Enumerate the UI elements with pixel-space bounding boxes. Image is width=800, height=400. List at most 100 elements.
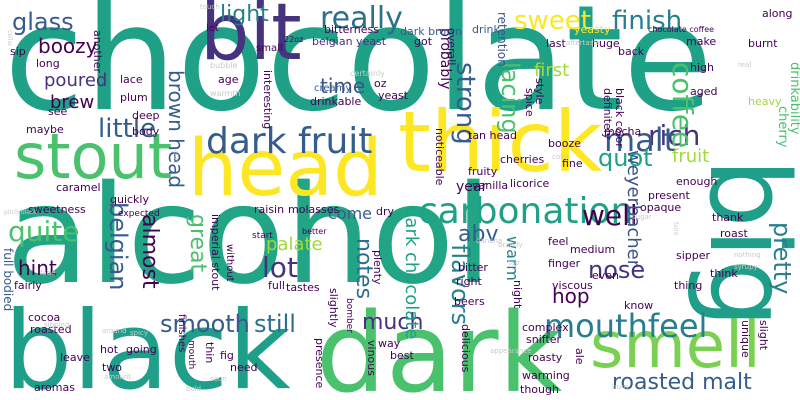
word: going xyxy=(126,343,157,356)
word: quite xyxy=(8,215,80,248)
word: got xyxy=(414,35,433,48)
word: fruity xyxy=(468,165,498,178)
word: presence xyxy=(313,338,326,389)
word: vinous xyxy=(365,340,378,376)
word: well xyxy=(582,199,638,232)
word: imperial stout xyxy=(209,214,222,291)
word: finishes xyxy=(176,314,187,353)
word: smell xyxy=(590,309,761,383)
word: two xyxy=(102,361,123,374)
word: black xyxy=(4,289,291,400)
word: yeast xyxy=(378,89,409,102)
word: amount xyxy=(104,373,132,381)
word: brown head xyxy=(164,70,188,189)
word: burn xyxy=(612,383,629,391)
word: drink xyxy=(472,23,500,36)
word: thin xyxy=(203,342,216,364)
word: dark fruit xyxy=(206,121,373,162)
word: almost xyxy=(137,214,162,289)
word: color xyxy=(552,153,570,161)
word: sipping xyxy=(44,321,70,329)
word: dark brown xyxy=(400,25,463,38)
word: aftertaste xyxy=(566,39,601,47)
word: better xyxy=(302,227,327,236)
word: roasted malt xyxy=(612,370,752,395)
word: hop xyxy=(552,284,590,308)
word: thick xyxy=(398,93,603,191)
word: thing xyxy=(674,279,703,292)
word: mouth xyxy=(186,340,196,370)
word: bomber xyxy=(344,298,354,333)
word: hot xyxy=(100,343,119,356)
word: full bodied xyxy=(1,248,15,312)
word: weyerbacher xyxy=(623,150,644,268)
word: banana xyxy=(476,237,503,245)
word: retention xyxy=(495,12,509,67)
word: poured xyxy=(44,70,108,91)
word: drinkable xyxy=(310,95,362,108)
word: definitely xyxy=(601,88,614,140)
word: dry xyxy=(376,205,395,218)
word: though xyxy=(520,383,559,396)
word: mocha xyxy=(604,125,642,138)
word: noticeable xyxy=(433,128,446,186)
word: present xyxy=(648,189,690,202)
word: black color xyxy=(613,88,626,148)
word: really xyxy=(320,1,403,36)
word: warming xyxy=(522,369,570,382)
word: roasty xyxy=(528,351,563,364)
word: notes xyxy=(351,238,376,300)
word: chocolate xyxy=(4,0,713,144)
word: small xyxy=(256,43,283,54)
word: high xyxy=(690,61,714,74)
word: raisin xyxy=(254,203,285,216)
word: syrupy xyxy=(734,263,758,271)
word: fig xyxy=(220,349,234,362)
word: ale xyxy=(573,348,586,365)
word: bitterness xyxy=(324,23,379,36)
word: licorice xyxy=(510,177,550,190)
word: belgian xyxy=(104,202,132,291)
word: little xyxy=(98,114,157,144)
word: abv xyxy=(458,222,499,247)
word: spicy xyxy=(130,329,149,337)
word: 22oz xyxy=(284,35,304,44)
word: opaque xyxy=(640,201,682,214)
word: alcohol xyxy=(6,157,493,315)
word: tastes xyxy=(286,281,320,294)
word: mouthfeel xyxy=(544,307,708,345)
word: sip xyxy=(10,45,26,58)
word: real xyxy=(738,61,752,69)
word: let xyxy=(206,23,219,34)
word: cherry xyxy=(775,106,790,148)
word: delicious xyxy=(459,324,472,373)
word: slightly xyxy=(327,288,340,328)
word: cherries xyxy=(500,153,545,166)
word: along xyxy=(762,7,793,20)
word: beers xyxy=(454,295,485,308)
word: age xyxy=(218,73,239,86)
word: flavors xyxy=(446,244,474,326)
word: cocoa xyxy=(28,311,61,324)
word: dark xyxy=(316,289,563,400)
word: deep xyxy=(132,109,160,122)
word: plum xyxy=(120,91,148,104)
word: pretty xyxy=(768,222,796,295)
word: leave xyxy=(60,351,90,364)
word: belgian yeast xyxy=(312,35,387,48)
word: know xyxy=(624,299,654,312)
word: need xyxy=(230,361,258,374)
word: year xyxy=(456,179,488,195)
word: great xyxy=(185,214,210,273)
word: coffee xyxy=(666,62,699,149)
word: slight xyxy=(757,320,770,351)
word: style xyxy=(533,78,546,105)
word: smooth xyxy=(160,310,250,338)
word: enough xyxy=(676,175,718,188)
word: creamy xyxy=(314,83,352,94)
word: sipper xyxy=(676,249,711,262)
word: brew xyxy=(50,92,95,113)
word: lacing xyxy=(496,62,524,134)
word: pitch black xyxy=(4,209,37,216)
